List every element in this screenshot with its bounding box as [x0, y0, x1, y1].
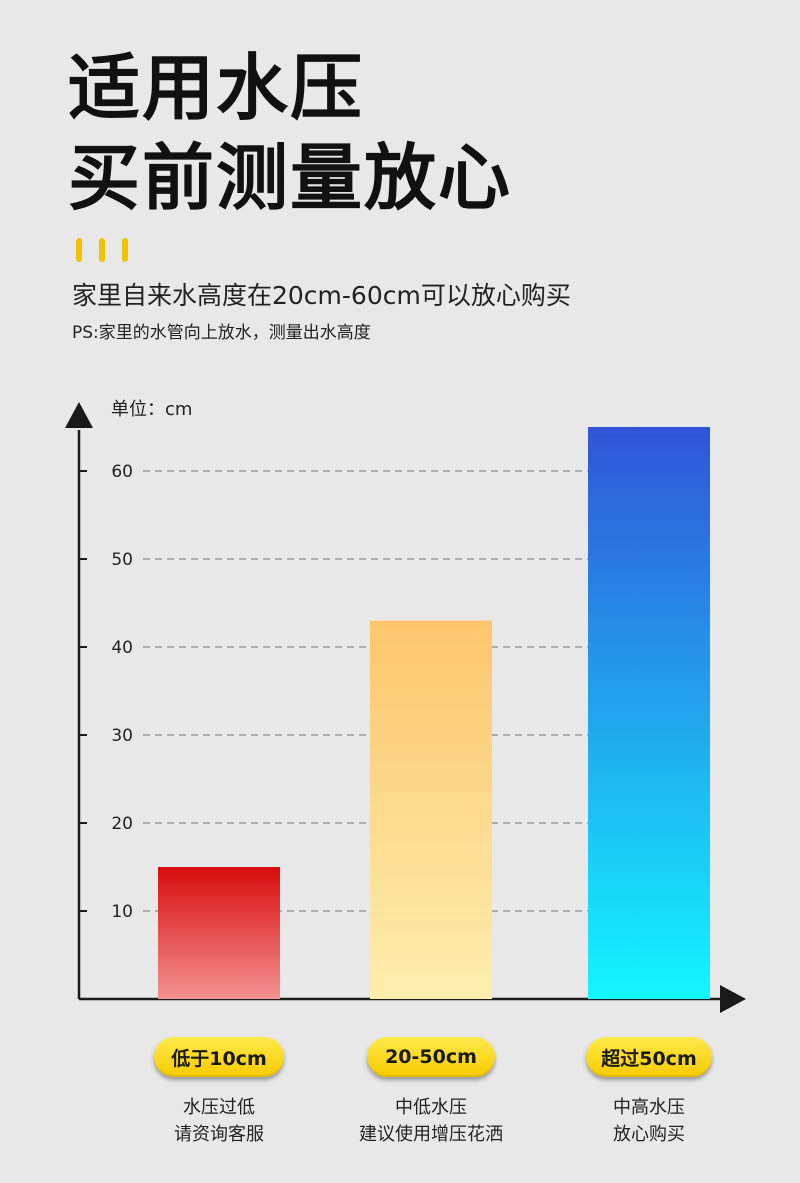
category-label: 超过50cm: [586, 1037, 712, 1077]
y-tick-label: 10: [111, 902, 133, 922]
bar: [158, 867, 280, 999]
page-title-line-2: 买前测量放心: [68, 136, 513, 220]
category-description: 中低水压建议使用增压花洒: [321, 1094, 541, 1148]
category-label: 20-50cm: [367, 1037, 495, 1077]
description-line: 中高水压: [613, 1097, 685, 1118]
description-line: 放心购买: [613, 1124, 685, 1145]
y-tick-label: 20: [111, 814, 133, 834]
subtitle: 家里自来水高度在20cm-60cm可以放心购买: [72, 281, 571, 310]
bar: [370, 620, 492, 999]
unit-label: 单位：cm: [111, 399, 192, 420]
description-line: 水压过低: [183, 1097, 255, 1118]
y-tick-label: 60: [111, 462, 133, 482]
y-axis-arrow-icon: [65, 402, 93, 428]
description-line: 中低水压: [395, 1097, 467, 1118]
description-line: 请资询客服: [174, 1124, 264, 1145]
accent-marks: [76, 238, 128, 262]
y-tick-label: 30: [111, 726, 133, 746]
y-tick-label: 50: [111, 550, 133, 570]
y-tick-label: 40: [111, 638, 133, 658]
note: PS:家里的水管向上放水，测量出水高度: [72, 323, 371, 343]
category-label: 低于10cm: [154, 1037, 284, 1077]
category-description: 中高水压 放心购买: [539, 1094, 759, 1148]
description-line: 建议使用增压花洒: [359, 1124, 503, 1145]
category-description: 水压过低 请资询客服: [109, 1094, 329, 1148]
bar: [588, 427, 710, 999]
x-axis-arrow-icon: [720, 985, 746, 1013]
page-title-line-1: 适用水压: [68, 46, 365, 130]
